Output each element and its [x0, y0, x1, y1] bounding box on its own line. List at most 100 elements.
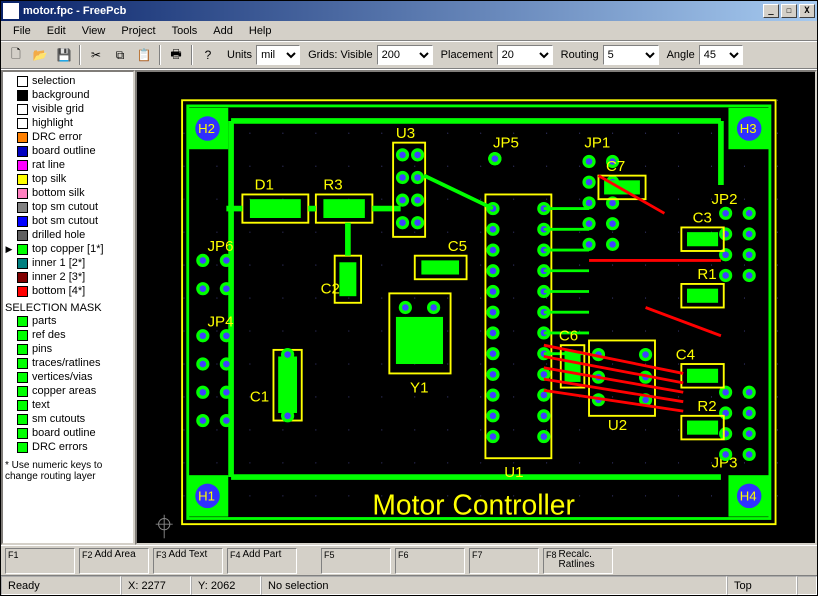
placement-select[interactable]: 20	[497, 45, 553, 65]
svg-text:C5: C5	[448, 238, 467, 255]
status-selection: No selection	[261, 576, 727, 595]
close-button[interactable]: X	[799, 4, 815, 18]
menu-tools[interactable]: Tools	[164, 23, 206, 39]
separator	[159, 45, 161, 65]
menu-project[interactable]: Project	[113, 23, 163, 39]
menu-view[interactable]: View	[74, 23, 114, 39]
status-ready: Ready	[1, 576, 121, 595]
mask-row[interactable]: ref des	[5, 328, 131, 342]
svg-text:R2: R2	[697, 398, 716, 415]
fkey-F5[interactable]: F5	[321, 548, 391, 574]
layer-row[interactable]: ▶top copper [1*]	[5, 242, 131, 256]
fkey-F7[interactable]: F7	[469, 548, 539, 574]
svg-text:C1: C1	[250, 389, 269, 406]
menu-edit[interactable]: Edit	[39, 23, 74, 39]
svg-text:JP2: JP2	[711, 191, 737, 208]
layer-row[interactable]: top sm cutout	[5, 200, 131, 214]
svg-text:R3: R3	[323, 177, 342, 194]
svg-text:JP6: JP6	[208, 238, 234, 255]
layer-row[interactable]: background	[5, 88, 131, 102]
fkey-F8[interactable]: F8Recalc. Ratlines	[543, 548, 613, 574]
pcb-canvas[interactable]: H2H3H1H4JP6JP4D1R3C2C1U3C5Y1U1JP5JP1C7U2…	[135, 70, 817, 545]
statusbar: Ready X: 2277 Y: 2062 No selection Top	[1, 575, 817, 595]
mask-row[interactable]: text	[5, 398, 131, 412]
minimize-button[interactable]: _	[763, 4, 779, 18]
footnote: * Use numeric keys to change routing lay…	[5, 460, 131, 482]
angle-select[interactable]: 45	[699, 45, 743, 65]
svg-text:C2: C2	[321, 280, 340, 297]
layer-row[interactable]: inner 1 [2*]	[5, 256, 131, 270]
mask-row[interactable]: board outline	[5, 426, 131, 440]
layer-row[interactable]: inner 2 [3*]	[5, 270, 131, 284]
svg-text:Y1: Y1	[410, 379, 428, 396]
print-icon[interactable]: 🖶	[165, 44, 187, 66]
mask-row[interactable]: parts	[5, 314, 131, 328]
layer-row[interactable]: drilled hole	[5, 228, 131, 242]
maximize-button[interactable]: ☐	[781, 4, 797, 18]
svg-text:JP1: JP1	[584, 134, 610, 151]
help-icon[interactable]: ?	[197, 44, 219, 66]
layer-row[interactable]: bot sm cutout	[5, 214, 131, 228]
mask-list: partsref despinstraces/ratlinesvertices/…	[5, 314, 131, 454]
mask-row[interactable]: sm cutouts	[5, 412, 131, 426]
new-icon[interactable]: 🗋	[5, 44, 27, 66]
layers-list: selectionbackgroundvisible gridhighlight…	[5, 74, 131, 298]
routing-select[interactable]: 5	[603, 45, 659, 65]
app-window: motor.fpc - FreePcb _ ☐ X File Edit View…	[0, 0, 818, 596]
units-select[interactable]: mil	[256, 45, 300, 65]
svg-text:C3: C3	[693, 210, 712, 227]
grids-select[interactable]: 200	[377, 45, 433, 65]
status-grip	[797, 576, 817, 595]
mask-row[interactable]: pins	[5, 342, 131, 356]
copy-icon[interactable]: ⧉	[109, 44, 131, 66]
sidebar: selectionbackgroundvisible gridhighlight…	[1, 70, 135, 545]
svg-text:D1: D1	[255, 177, 274, 194]
separator	[191, 45, 193, 65]
status-layer: Top	[727, 576, 797, 595]
open-icon[interactable]: 📂	[29, 44, 51, 66]
menu-add[interactable]: Add	[205, 23, 241, 39]
fkey-F6[interactable]: F6	[395, 548, 465, 574]
menu-file[interactable]: File	[5, 23, 39, 39]
layer-row[interactable]: rat line	[5, 158, 131, 172]
units-label: Units	[227, 49, 252, 61]
window-title: motor.fpc - FreePcb	[23, 5, 761, 17]
layer-row[interactable]: highlight	[5, 116, 131, 130]
fkey-F4[interactable]: F4Add Part	[227, 548, 297, 574]
fkey-F1[interactable]: F1	[5, 548, 75, 574]
mask-row[interactable]: traces/ratlines	[5, 356, 131, 370]
layer-row[interactable]: top silk	[5, 172, 131, 186]
svg-text:H1: H1	[198, 489, 215, 504]
svg-text:Motor Controller: Motor Controller	[372, 489, 575, 521]
layer-row[interactable]: board outline	[5, 144, 131, 158]
angle-label: Angle	[667, 49, 695, 61]
layer-row[interactable]: selection	[5, 74, 131, 88]
mask-row[interactable]: DRC errors	[5, 440, 131, 454]
svg-text:H3: H3	[740, 121, 757, 136]
svg-text:JP5: JP5	[493, 134, 519, 151]
separator	[79, 45, 81, 65]
save-icon[interactable]: 💾	[53, 44, 75, 66]
mask-row[interactable]: vertices/vias	[5, 370, 131, 384]
svg-text:H2: H2	[198, 121, 215, 136]
layer-row[interactable]: bottom silk	[5, 186, 131, 200]
main-area: selectionbackgroundvisible gridhighlight…	[1, 69, 817, 545]
layer-row[interactable]: DRC error	[5, 130, 131, 144]
svg-text:JP4: JP4	[208, 313, 234, 330]
mask-row[interactable]: copper areas	[5, 384, 131, 398]
paste-icon[interactable]: 📋	[133, 44, 155, 66]
svg-text:C4: C4	[676, 346, 695, 363]
routing-label: Routing	[561, 49, 599, 61]
svg-text:U2: U2	[608, 417, 627, 434]
layer-row[interactable]: visible grid	[5, 102, 131, 116]
status-y: Y: 2062	[191, 576, 261, 595]
fkey-F3[interactable]: F3Add Text	[153, 548, 223, 574]
svg-text:C6: C6	[559, 327, 578, 344]
cut-icon[interactable]: ✂	[85, 44, 107, 66]
menu-help[interactable]: Help	[241, 23, 280, 39]
fkey-bar: F1F2Add AreaF3Add TextF4Add Part F5F6F7F8…	[1, 545, 817, 575]
svg-text:R1: R1	[697, 266, 716, 283]
titlebar: motor.fpc - FreePcb _ ☐ X	[1, 1, 817, 21]
layer-row[interactable]: bottom [4*]	[5, 284, 131, 298]
fkey-F2[interactable]: F2Add Area	[79, 548, 149, 574]
